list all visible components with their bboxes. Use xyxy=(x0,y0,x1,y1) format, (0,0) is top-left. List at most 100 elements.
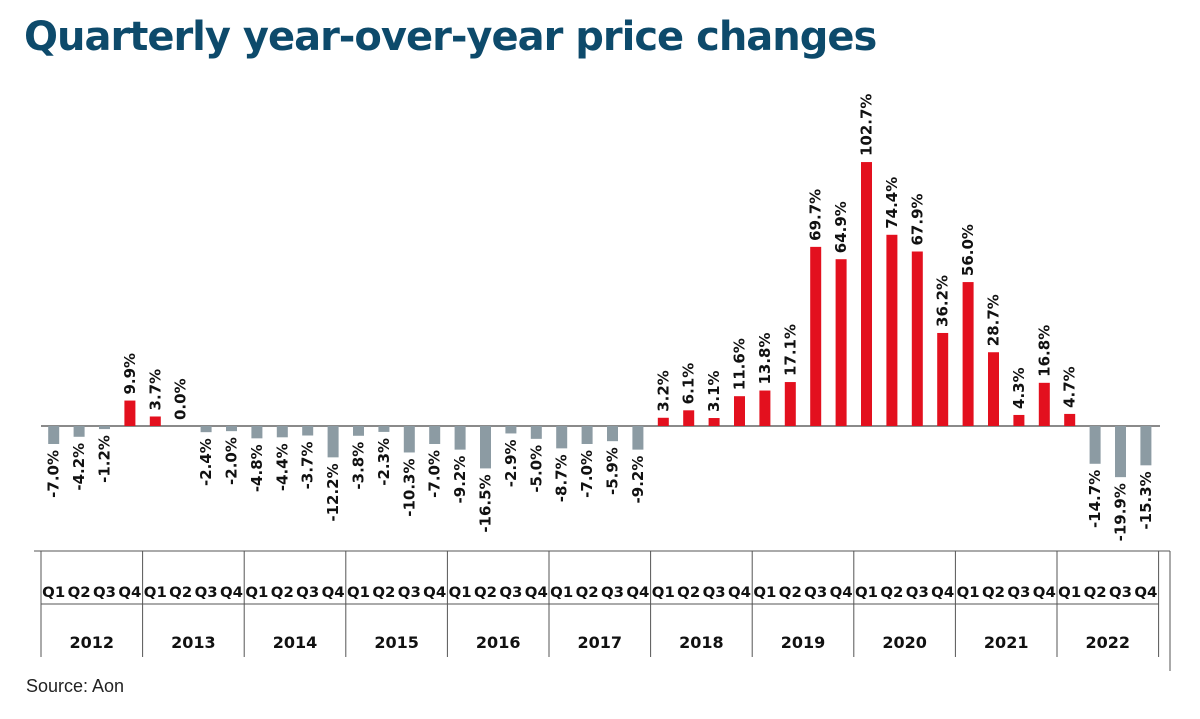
bar xyxy=(99,426,110,430)
quarter-tick-label: Q4 xyxy=(830,585,853,601)
quarter-tick-label: Q4 xyxy=(118,585,141,601)
bar xyxy=(861,162,872,426)
chart-title: Quarterly year-over-year price changes xyxy=(24,14,877,60)
bar xyxy=(149,416,161,426)
quarter-tick-label: Q4 xyxy=(423,585,446,601)
quarter-tick-label: Q4 xyxy=(728,585,751,601)
quarter-tick-label: Q1 xyxy=(855,585,878,601)
bar xyxy=(556,426,568,449)
data-label: 4.7% xyxy=(1061,366,1079,408)
data-label: 6.1% xyxy=(680,363,698,405)
bar xyxy=(73,426,85,437)
bar-chart: -7.0% -4.2% -1.2% 9.9% 3.7% 0.0% -2.4% -2.0% -4.… xyxy=(34,94,1171,671)
year-tick-label: 2021 xyxy=(984,633,1029,652)
bars-layer xyxy=(48,162,1152,478)
bar xyxy=(251,426,263,439)
bar xyxy=(657,417,669,426)
bar xyxy=(1115,426,1126,478)
quarter-tick-label: Q2 xyxy=(982,585,1005,601)
bar xyxy=(784,382,796,426)
data-label: 3.1% xyxy=(705,370,723,412)
data-label: -9.2% xyxy=(451,456,469,504)
data-label: -9.2% xyxy=(629,456,647,504)
quarter-tick-label: Q4 xyxy=(626,585,649,601)
bar xyxy=(1038,382,1050,426)
data-label: -16.5% xyxy=(477,474,495,532)
data-label: -7.0% xyxy=(578,450,596,498)
quarter-tick-label: Q3 xyxy=(195,585,218,601)
quarter-tick-label: Q1 xyxy=(652,585,675,601)
data-label: -15.3% xyxy=(1137,471,1155,529)
quarter-tick-label: Q3 xyxy=(499,585,522,601)
quarter-tick-label: Q2 xyxy=(271,585,294,601)
data-label: -1.2% xyxy=(96,435,114,483)
quarter-tick-label: Q4 xyxy=(1033,585,1056,601)
bar xyxy=(810,246,822,426)
year-tick-label: 2013 xyxy=(171,633,216,652)
data-label: -19.9% xyxy=(1112,483,1130,541)
data-label: -4.8% xyxy=(248,444,266,492)
year-tick-label: 2019 xyxy=(781,633,826,652)
data-label: -10.3% xyxy=(400,458,418,516)
data-label: -2.9% xyxy=(502,439,520,487)
quarter-tick-label: Q1 xyxy=(1058,585,1081,601)
quarter-tick-label: Q3 xyxy=(398,585,421,601)
year-tick-label: 2012 xyxy=(70,633,115,652)
bar xyxy=(607,426,618,442)
bar xyxy=(581,426,593,444)
data-label: 28.7% xyxy=(985,294,1003,346)
data-label: 16.8% xyxy=(1035,325,1053,377)
quarter-tick-label: Q3 xyxy=(703,585,726,601)
bar xyxy=(1089,426,1101,464)
year-tick-label: 2022 xyxy=(1086,633,1131,652)
quarter-tick-label: Q3 xyxy=(93,585,116,601)
data-label: 4.3% xyxy=(1010,367,1028,409)
data-label: -12.2% xyxy=(324,463,342,521)
data-label: -3.8% xyxy=(350,442,368,490)
quarter-tick-label: Q3 xyxy=(601,585,624,601)
data-label: -8.7% xyxy=(553,454,571,502)
bar xyxy=(759,390,771,426)
quarter-tick-label: Q3 xyxy=(1109,585,1132,601)
year-tick-label: 2020 xyxy=(882,633,927,652)
year-tick-label: 2015 xyxy=(374,633,419,652)
bar xyxy=(124,400,136,426)
quarter-tick-label: Q4 xyxy=(1134,585,1157,601)
bar xyxy=(429,426,441,444)
year-tick-label: 2014 xyxy=(273,633,318,652)
data-label: 69.7% xyxy=(807,189,825,241)
bar xyxy=(886,234,898,426)
bar xyxy=(403,426,415,453)
bar xyxy=(302,426,314,436)
quarter-tick-label: Q2 xyxy=(68,585,91,601)
quarter-tick-label: Q4 xyxy=(322,585,345,601)
quarter-tick-label: Q2 xyxy=(474,585,497,601)
quarter-tick-label: Q2 xyxy=(880,585,903,601)
data-label: -5.9% xyxy=(604,447,622,495)
quarter-tick-label: Q2 xyxy=(779,585,802,601)
quarter-tick-label: Q2 xyxy=(576,585,599,601)
bar xyxy=(276,426,288,438)
data-label: 67.9% xyxy=(908,193,926,245)
quarter-tick-label: Q1 xyxy=(347,585,370,601)
quarter-tick-label: Q1 xyxy=(753,585,776,601)
value-labels-layer: -7.0% -4.2% -1.2% 9.9% 3.7% 0.0% -2.4% -2.0% -4.… xyxy=(45,94,1155,542)
quarter-tick-label: Q1 xyxy=(42,585,65,601)
quarter-tick-label: Q3 xyxy=(296,585,319,601)
year-tick-label: 2018 xyxy=(679,633,724,652)
bar xyxy=(1064,413,1076,426)
quarter-tick-label: Q2 xyxy=(677,585,700,601)
data-label: 64.9% xyxy=(832,201,850,253)
year-tick-label: 2017 xyxy=(578,633,623,652)
data-label: -5.0% xyxy=(527,445,545,493)
bar xyxy=(480,426,491,469)
data-label: -4.4% xyxy=(273,443,291,491)
quarter-tick-label: Q3 xyxy=(804,585,827,601)
source-note: Source: Aon xyxy=(26,676,125,696)
data-label: 3.2% xyxy=(654,370,672,412)
quarter-tick-label: Q2 xyxy=(1084,585,1107,601)
bar xyxy=(1013,414,1025,426)
quarter-tick-label: Q1 xyxy=(245,585,268,601)
bar xyxy=(48,426,60,444)
data-label: -2.0% xyxy=(223,437,241,485)
